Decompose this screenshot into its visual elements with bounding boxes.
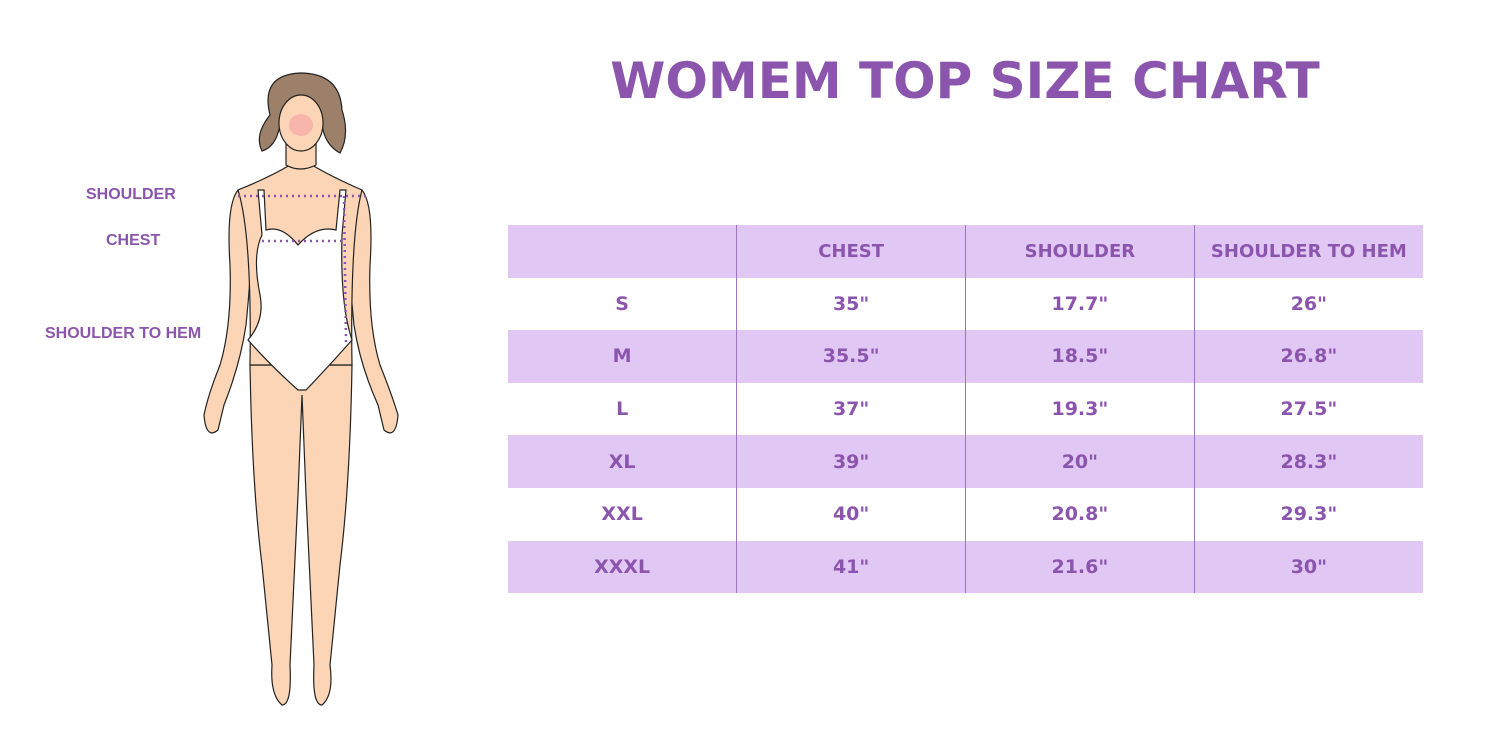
value-cell: 20.8" — [965, 487, 1195, 541]
value-cell: 18.5" — [965, 330, 1195, 383]
value-cell: 35" — [736, 277, 966, 331]
table-row: S 35" 17.7" 26" — [508, 277, 1423, 331]
body-figure-illustration — [203, 72, 399, 706]
value-cell: 20" — [965, 435, 1195, 488]
table-row: L 37" 19.3" 27.5" — [508, 382, 1423, 436]
table-row: M 35.5" 18.5" 26.8" — [508, 330, 1423, 383]
value-cell: 35.5" — [736, 330, 966, 383]
size-chart-table: CHEST SHOULDER SHOULDER TO HEM S 35" 17.7" 26"… — [508, 225, 1423, 594]
value-cell: 41" — [736, 540, 966, 594]
value-cell: 26" — [1193, 277, 1423, 331]
size-cell: M — [508, 330, 737, 383]
value-cell: 30" — [1193, 540, 1423, 594]
size-cell: XXXL — [508, 540, 737, 594]
size-cell: XL — [508, 435, 737, 488]
value-cell: 27.5" — [1193, 382, 1423, 436]
value-cell: 37" — [736, 382, 966, 436]
value-cell: 39" — [736, 435, 966, 488]
table-row: XXL 40" 20.8" 29.3" — [508, 487, 1423, 541]
size-cell: S — [615, 292, 629, 315]
value-cell: SHOULDER TO HEM — [1193, 225, 1423, 278]
size-cell: L — [616, 398, 629, 421]
page-title: WOMEM TOP SIZE CHART — [610, 52, 1320, 110]
value-cell: 40" — [736, 487, 966, 541]
size-cell: XXL — [601, 503, 643, 526]
measurement-lines — [238, 194, 368, 344]
table-row: XL 39" 20" 28.3" — [508, 435, 1423, 488]
label-shoulder-to-hem: SHOULDER TO HEM — [45, 325, 202, 342]
size-cell — [508, 225, 737, 278]
table-row: XXXL 41" 21.6" 30" — [508, 540, 1423, 594]
value-cell: 28.3" — [1193, 435, 1423, 488]
label-shoulder: SHOULDER — [86, 186, 176, 203]
value-cell: 19.3" — [965, 382, 1195, 436]
table-header-row: CHEST SHOULDER SHOULDER TO HEM — [508, 225, 1423, 278]
value-cell: CHEST — [736, 225, 966, 278]
value-cell: SHOULDER — [965, 225, 1195, 278]
value-cell: 17.7" — [965, 277, 1195, 331]
left-arm — [203, 188, 253, 434]
legs — [249, 364, 353, 706]
right-arm — [347, 188, 399, 434]
value-cell: 21.6" — [965, 540, 1195, 594]
value-cell: 26.8" — [1193, 330, 1423, 383]
label-chest: CHEST — [106, 232, 161, 249]
value-cell: 29.3" — [1193, 487, 1423, 541]
